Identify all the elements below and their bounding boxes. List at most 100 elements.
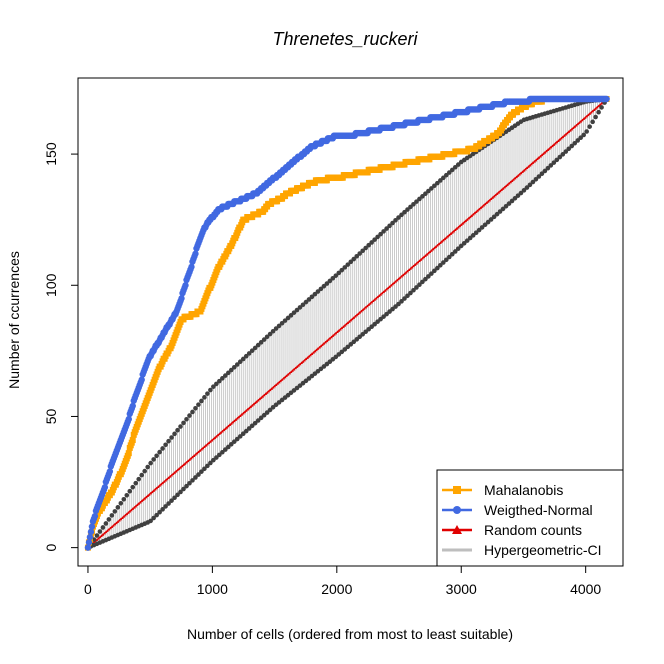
ci-upper-point [243, 353, 249, 359]
ci-upper-point [342, 265, 348, 270]
ci-lower-point [426, 274, 431, 279]
random-counts-point [580, 118, 584, 122]
random-counts-point [424, 254, 427, 257]
ci-upper-point [294, 307, 300, 313]
ci-lower-point [530, 179, 536, 185]
random-counts-point [486, 200, 490, 203]
random-counts-point [385, 287, 388, 291]
random-counts-point [535, 157, 539, 161]
random-counts-point [155, 486, 159, 490]
weighted-normal-point [188, 263, 195, 271]
ci-upper-point [438, 178, 443, 183]
ci-upper-point [423, 191, 428, 196]
random-counts-point [222, 428, 226, 432]
random-counts-point [462, 220, 466, 224]
random-counts-point [562, 134, 566, 137]
random-counts-point [441, 238, 445, 242]
weighted-normal-point [192, 250, 199, 257]
random-counts-point [110, 525, 114, 528]
random-counts-point [129, 508, 133, 512]
ci-lower-point [228, 442, 234, 447]
random-counts-point [312, 351, 315, 354]
ci-lower-point [503, 203, 509, 209]
ci-lower-point [435, 265, 440, 271]
random-counts-point [550, 144, 554, 148]
random-counts-point [120, 516, 124, 519]
random-counts-point [309, 353, 312, 357]
y-tick-label: 150 [43, 142, 59, 166]
ci-upper-point [330, 276, 336, 281]
ci-lower-point [157, 509, 162, 515]
random-counts-point [495, 192, 499, 195]
ci-upper-point [264, 334, 270, 340]
random-counts-point [186, 459, 190, 463]
random-counts-point [252, 402, 256, 406]
random-counts-point [188, 458, 191, 461]
random-counts-point [295, 365, 299, 368]
ci-upper-point [360, 248, 365, 254]
random-counts-point [335, 330, 339, 334]
random-counts-point [543, 150, 547, 154]
random-counts-point [247, 406, 251, 410]
random-counts-point [270, 387, 274, 390]
weighted-normal-point [91, 512, 99, 520]
ci-upper-point [94, 533, 100, 538]
random-counts-point [344, 322, 348, 326]
ci-upper-point [163, 442, 168, 448]
ci-upper-point [282, 318, 288, 323]
random-counts-point [306, 356, 309, 359]
ci-upper-point [441, 175, 446, 181]
ci-lower-point [261, 412, 267, 418]
random-counts-point [380, 291, 384, 295]
random-counts-point [371, 299, 375, 303]
random-counts-point [240, 413, 244, 416]
legend-label: Mahalanobis [484, 482, 563, 498]
random-counts-point [206, 442, 209, 446]
ci-lower-point [240, 431, 246, 437]
random-counts-point [527, 165, 530, 168]
weighted-normal-point [88, 523, 96, 530]
ci-upper-point [372, 237, 377, 242]
weighted-normal-point [603, 95, 610, 103]
ci-upper-point [127, 488, 133, 494]
random-counts-point [456, 225, 460, 229]
ci-upper-point [202, 395, 207, 400]
random-counts-point [600, 101, 603, 105]
random-counts-point [571, 126, 575, 130]
ci-upper-point [381, 229, 386, 234]
random-counts-point [95, 538, 99, 541]
ci-upper-point [270, 328, 276, 334]
weighted-normal-point [129, 402, 136, 410]
random-counts-point [450, 231, 454, 234]
random-counts-point [265, 391, 269, 394]
ci-upper-point [103, 521, 109, 526]
random-counts-point [547, 147, 551, 150]
random-counts-point [521, 170, 524, 173]
ci-lower-point [220, 449, 225, 455]
random-counts-point [114, 521, 118, 525]
ci-upper-point [121, 496, 127, 502]
random-counts-point [474, 210, 478, 213]
random-counts-point [149, 491, 153, 495]
random-counts-point [394, 280, 397, 283]
ci-upper-point [217, 378, 222, 384]
random-counts-point [180, 464, 184, 468]
ci-upper-point [369, 240, 374, 245]
ci-upper-point [345, 262, 351, 267]
random-counts-point [138, 500, 142, 504]
ci-upper-point [237, 359, 243, 365]
ci-upper-point [228, 367, 234, 373]
y-axis: 0 50 100 150 [43, 142, 79, 552]
ci-lower-point [199, 469, 204, 474]
ci-lower-point [506, 201, 512, 206]
random-counts-point [435, 243, 439, 247]
weighted-normal-point [101, 484, 109, 491]
random-counts-point [458, 224, 462, 228]
ci-lower-point [202, 466, 207, 472]
random-counts-point [507, 181, 511, 185]
random-counts-point [404, 271, 408, 274]
mahalanobis-point [129, 437, 136, 444]
ci-lower-point [420, 279, 425, 285]
random-counts-point [282, 376, 285, 380]
